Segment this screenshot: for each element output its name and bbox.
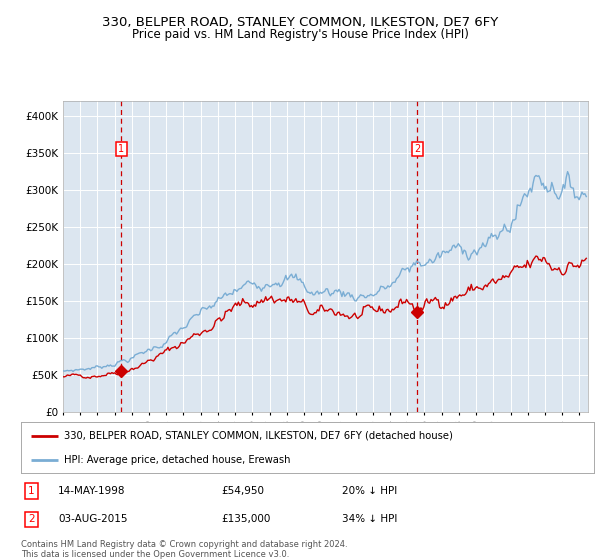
Text: HPI: Average price, detached house, Erewash: HPI: Average price, detached house, Erew… [64,455,290,465]
Text: 14-MAY-1998: 14-MAY-1998 [58,486,126,496]
Text: 2: 2 [28,515,35,525]
Text: £135,000: £135,000 [221,515,271,525]
Text: 20% ↓ HPI: 20% ↓ HPI [342,486,397,496]
Text: Price paid vs. HM Land Registry's House Price Index (HPI): Price paid vs. HM Land Registry's House … [131,28,469,41]
Text: 330, BELPER ROAD, STANLEY COMMON, ILKESTON, DE7 6FY (detached house): 330, BELPER ROAD, STANLEY COMMON, ILKEST… [64,431,453,441]
Text: 03-AUG-2015: 03-AUG-2015 [58,515,128,525]
Text: 34% ↓ HPI: 34% ↓ HPI [342,515,397,525]
Text: 2: 2 [414,144,421,154]
Text: 1: 1 [118,144,124,154]
Text: £54,950: £54,950 [221,486,265,496]
Text: 1: 1 [28,486,35,496]
Text: 330, BELPER ROAD, STANLEY COMMON, ILKESTON, DE7 6FY: 330, BELPER ROAD, STANLEY COMMON, ILKEST… [102,16,498,29]
Text: Contains HM Land Registry data © Crown copyright and database right 2024.
This d: Contains HM Land Registry data © Crown c… [21,540,347,559]
